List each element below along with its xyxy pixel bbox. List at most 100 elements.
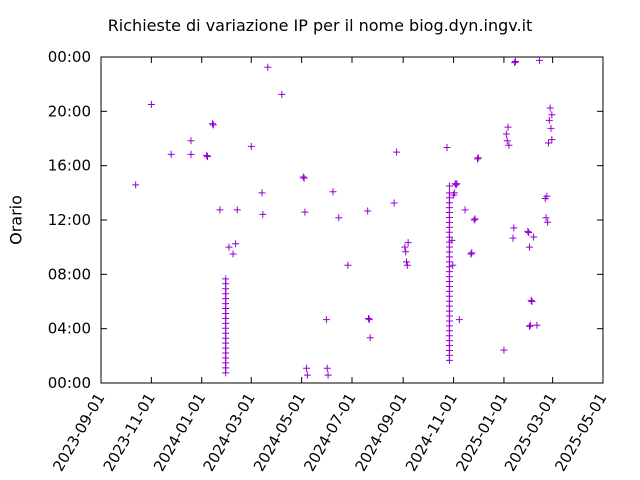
y-tick-label: 00:00 [48, 374, 91, 392]
data-point [452, 181, 460, 189]
data-point [545, 139, 553, 147]
data-point [548, 136, 556, 144]
data-point [335, 214, 343, 222]
data-point [390, 199, 398, 207]
x-tick-label: 2024-03-01 [200, 390, 259, 475]
data-point [504, 123, 512, 131]
data-point [527, 296, 535, 304]
data-point [545, 116, 553, 124]
data-point [329, 188, 337, 196]
data-point [505, 141, 513, 149]
data-point [247, 142, 255, 150]
x-tick-label: 2025-05-01 [551, 390, 610, 475]
data-point [526, 243, 534, 251]
data-point [204, 153, 212, 161]
data-point [533, 321, 541, 329]
data-point [526, 321, 534, 329]
data-point [543, 192, 551, 200]
data-point [393, 148, 401, 156]
data-point [455, 316, 463, 324]
y-tick-label: 20:00 [48, 102, 91, 120]
data-point [402, 248, 410, 256]
data-point [548, 111, 556, 119]
data-point [259, 210, 267, 218]
data-point [365, 314, 373, 322]
y-tick-label: 08:00 [48, 265, 91, 283]
data-point [301, 208, 309, 216]
data-point [526, 322, 534, 330]
data-point [264, 63, 272, 71]
data-point [225, 243, 233, 251]
data-point [503, 137, 511, 145]
data-point [445, 182, 453, 190]
data-point [132, 181, 140, 189]
data-point [470, 216, 478, 224]
data-point [232, 240, 240, 248]
x-tick-label: 2024-05-01 [250, 390, 309, 475]
chart-title: Richieste di variazione IP per il nome b… [107, 16, 533, 35]
data-point [471, 215, 479, 223]
y-tick-label: 12:00 [48, 211, 91, 229]
data-point [502, 130, 510, 138]
data-point [278, 90, 286, 98]
y-tick-label: 00:00 [48, 48, 91, 66]
data-point [366, 334, 374, 342]
data-point [187, 137, 195, 145]
data-point [546, 104, 554, 112]
data-point [404, 239, 412, 247]
y-tick-label: 04:00 [48, 320, 91, 338]
data-point [461, 206, 469, 214]
data-point [365, 316, 373, 324]
data-point [453, 180, 461, 188]
data-point [233, 206, 241, 214]
data-point [528, 298, 536, 305]
data-point [402, 258, 410, 266]
plot-frame [100, 56, 604, 384]
data-point [525, 228, 533, 236]
x-tick-label: 2024-09-01 [351, 390, 410, 475]
x-tick-label: 2024-01-01 [150, 390, 209, 475]
data-point [449, 261, 457, 269]
y-tick-label: 16:00 [48, 157, 91, 175]
data-point [511, 58, 519, 66]
data-point [510, 224, 518, 232]
x-tick-label: 2023-09-01 [49, 390, 108, 475]
data-point [203, 151, 211, 159]
data-point [511, 59, 519, 67]
data-point [443, 144, 451, 152]
data-point [364, 207, 372, 215]
data-point [303, 364, 311, 372]
data-point [322, 316, 330, 324]
x-tick-label: 2024-07-01 [300, 390, 359, 475]
data-point [344, 261, 352, 269]
data-point [147, 101, 155, 109]
data-point [208, 120, 216, 128]
data-point [167, 150, 175, 158]
data-point [258, 189, 266, 197]
x-tick-label: 2025-03-01 [501, 390, 560, 475]
data-point [474, 154, 482, 162]
x-tick-label: 2024-11-01 [402, 390, 461, 475]
data-point [509, 234, 517, 242]
data-point [445, 189, 453, 197]
data-point [222, 275, 230, 283]
data-point [524, 227, 532, 235]
data-point [474, 155, 481, 163]
data-point [544, 218, 552, 226]
data-point [303, 371, 311, 379]
data-point [542, 214, 550, 222]
data-point [500, 346, 508, 354]
data-point [535, 56, 543, 64]
data-point [403, 261, 411, 269]
data-point [299, 173, 307, 181]
data-point [323, 364, 331, 372]
data-point [530, 233, 538, 241]
data-point [187, 150, 195, 158]
data-point [300, 174, 308, 182]
data-point [401, 243, 409, 251]
data-point [467, 250, 475, 258]
data-point [547, 124, 555, 132]
x-tick-label: 2023-11-01 [100, 390, 159, 475]
